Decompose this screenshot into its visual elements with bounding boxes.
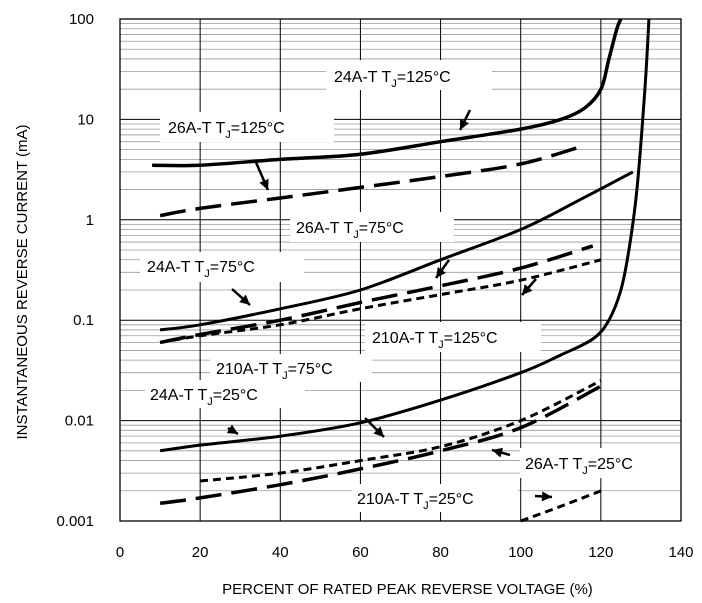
y-tick-label: 0.1 — [73, 312, 94, 329]
annotation-arrow-head — [436, 266, 446, 278]
series-line: 24A-T TJ=25°C — [199, 379, 602, 483]
annotation-label: 24A-T TJ=125°C — [334, 69, 451, 90]
x-tick-label: 0 — [116, 544, 124, 561]
x-axis-title: PERCENT OF RATED PEAK REVERSE VOLTAGE (%… — [222, 581, 593, 598]
annotation-background — [210, 354, 372, 382]
annotation-arrow-head — [541, 491, 552, 502]
x-tick-label: 80 — [432, 544, 449, 561]
y-axis-title: INSTANTANEOUS REVERSE CURRENT (mA) — [14, 124, 31, 439]
x-tick-label: 60 — [352, 544, 369, 561]
tick-labels: 0 20 40 60 80 100 120 140 0.001 0.01 0.1 1 10 100 — [56, 11, 693, 561]
annotation-background — [520, 448, 696, 478]
annotation-label: 210A-T TJ=125°C — [372, 330, 498, 351]
annotation-arrow-head — [226, 424, 238, 434]
x-tick-label: 40 — [272, 544, 289, 561]
x-tick-label: 140 — [668, 544, 693, 561]
y-tick-label: 1 — [86, 212, 94, 229]
annotation-arrow-head — [460, 118, 469, 130]
x-tick-label: 20 — [192, 544, 209, 561]
plot-frame — [119, 18, 682, 522]
y-tick-label: 0.01 — [65, 413, 94, 430]
series-line: 210A-T TJ=25°C — [520, 489, 602, 523]
annotation-arrow-head — [373, 426, 384, 437]
series-line: 26A-T TJ=125°C — [159, 143, 586, 218]
x-tick-label: 100 — [508, 544, 533, 561]
series-line: 210A-T TJ=125°C — [159, 258, 602, 344]
annotation-background — [365, 322, 541, 352]
annotation-label: 210A-T TJ=25°C — [357, 491, 474, 512]
annotation-arrow-head — [239, 294, 250, 305]
annotation-background — [352, 484, 518, 512]
annotation-background — [140, 252, 304, 282]
annotation-background — [326, 60, 492, 90]
y-tick-label: 0.001 — [56, 513, 94, 530]
annotation-arrow-head — [522, 284, 533, 295]
series-line: 26A-T TJ=25°C — [159, 384, 602, 506]
y-tick-label: 100 — [69, 11, 94, 28]
series-line: 210A-T TJ=75°C — [159, 18, 651, 453]
annotation-arrow-head — [492, 447, 503, 458]
annotation-label: 26A-T TJ=125°C — [168, 120, 285, 141]
annotation-label: 26A-T TJ=75°C — [296, 220, 404, 241]
series-line: 24A-T TJ=75°C — [159, 170, 634, 332]
annotation-arrow-head — [259, 178, 269, 190]
annotation-background — [160, 112, 334, 142]
label-backgrounds — [140, 60, 696, 512]
annotation-background — [290, 212, 454, 242]
x-tick-label: 120 — [588, 544, 613, 561]
annotation-label: 26A-T TJ=25°C — [525, 456, 633, 477]
series-line: 24A-T TJ=125°C — [152, 18, 623, 168]
annotation-label: 24A-T TJ=25°C — [150, 387, 258, 408]
y-tick-label: 10 — [77, 111, 94, 128]
annotation-background — [145, 380, 305, 408]
annotation-label: 24A-T TJ=75°C — [147, 259, 255, 280]
annotation-label: 210A-T TJ=75°C — [216, 361, 333, 382]
